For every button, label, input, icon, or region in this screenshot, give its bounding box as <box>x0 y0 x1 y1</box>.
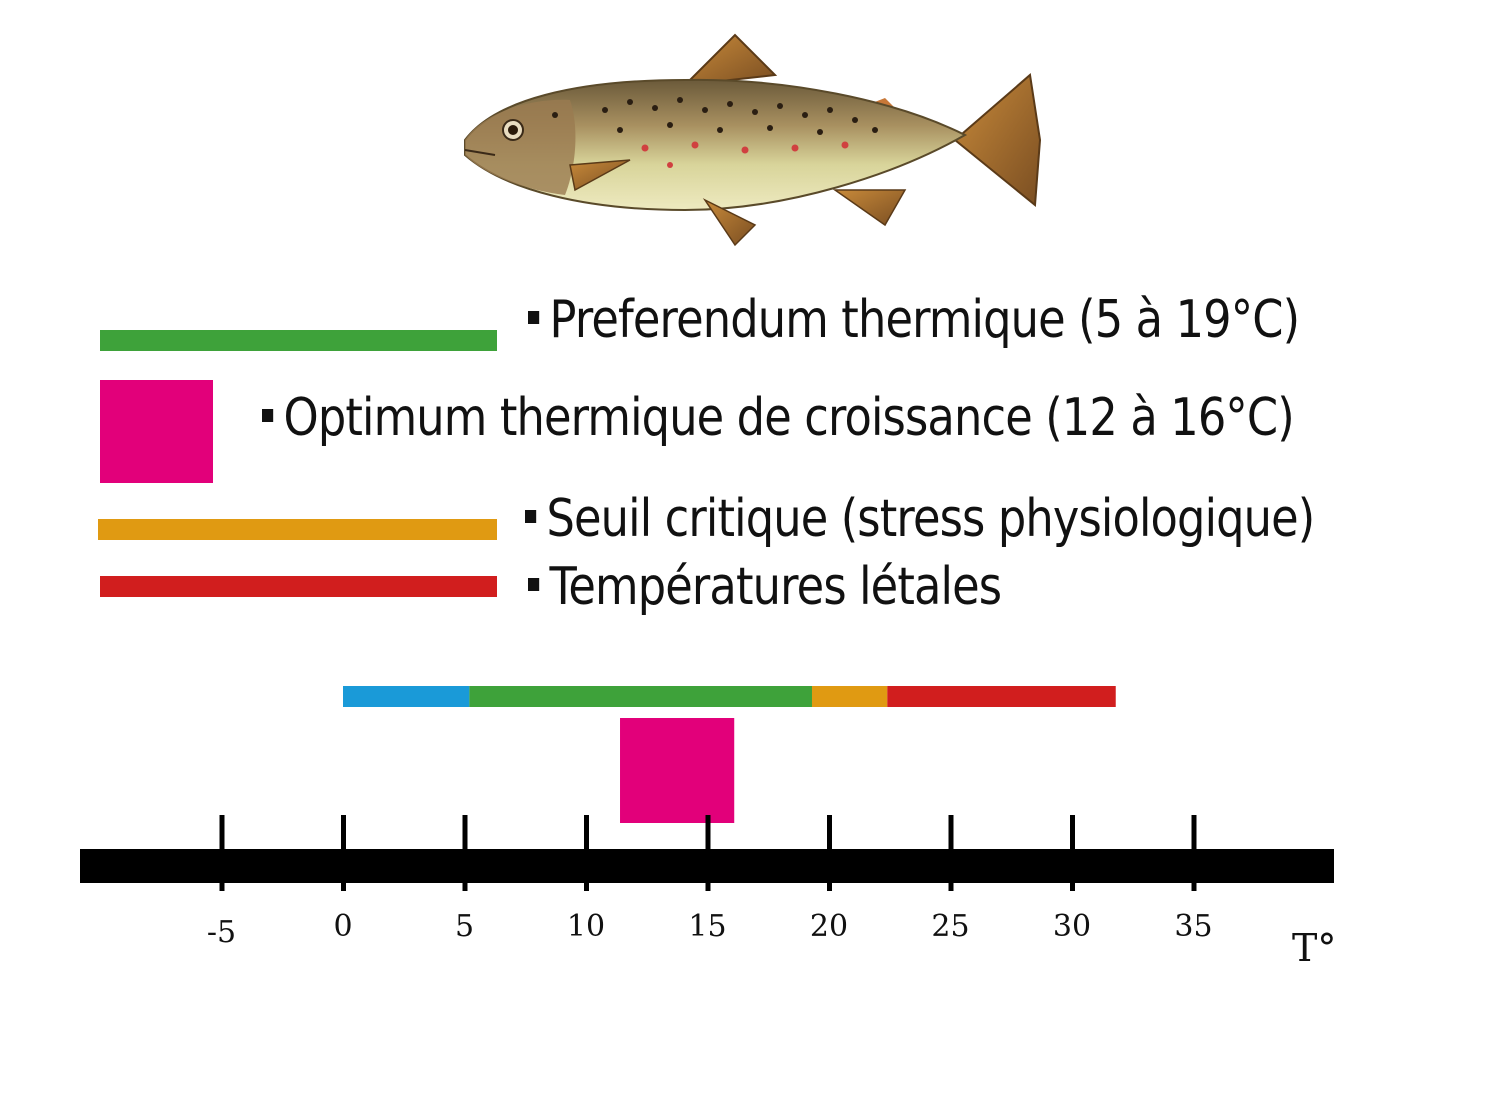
tick-label: 5 <box>455 909 474 944</box>
legend-swatch-preferendum <box>100 330 497 351</box>
range-bar-seuil <box>811 686 888 707</box>
legend-swatch-seuil <box>98 519 497 540</box>
tick-label: 20 <box>810 909 848 944</box>
axis-tick <box>1070 815 1075 891</box>
range-bar-letales <box>887 686 1116 707</box>
tick-label: 35 <box>1174 909 1212 944</box>
range-bar-preferendum <box>469 686 812 707</box>
axis-title: T° <box>1292 926 1337 970</box>
axis-tick <box>219 815 225 891</box>
trout-fish-icon <box>464 33 1042 247</box>
tick-label: 10 <box>567 909 605 944</box>
bullet-icon <box>525 509 537 523</box>
axis-tick <box>1191 815 1197 891</box>
legend-label: Seuil critique (stress physiologique) <box>546 489 1316 549</box>
tick-label: 30 <box>1053 909 1091 944</box>
bullet-icon <box>528 310 540 324</box>
legend-item-optimum: Optimum thermique de croissance (12 à 16… <box>262 392 1295 444</box>
axis-tick <box>705 815 711 891</box>
bullet-icon <box>262 408 274 422</box>
tick-label: 15 <box>688 909 726 944</box>
bullet-icon <box>528 577 540 591</box>
legend-item-letales: Températures létales <box>528 561 1002 613</box>
tick-label: 0 <box>333 909 352 944</box>
legend-label: Températures létales <box>549 557 1003 617</box>
legend-label: Preferendum thermique (5 à 19°C) <box>549 290 1301 350</box>
legend-item-preferendum: Preferendum thermique (5 à 19°C) <box>528 294 1300 346</box>
legend-label: Optimum thermique de croissance (12 à 16… <box>283 388 1295 448</box>
range-bar-cold <box>343 686 470 707</box>
optimum-block <box>620 718 735 823</box>
axis-tick <box>948 815 954 891</box>
tick-label: 25 <box>931 909 969 944</box>
legend-swatch-letales <box>100 576 497 597</box>
legend-swatch-optimum <box>100 380 213 483</box>
axis-tick <box>584 815 589 891</box>
temperature-scale: -5 0 5 10 15 20 25 30 35 <box>80 686 1334 950</box>
axis-tick <box>341 815 346 891</box>
legend-item-seuil: Seuil critique (stress physiologique) <box>525 493 1315 545</box>
axis-tick <box>462 815 468 891</box>
axis-tick <box>827 815 832 891</box>
tick-label: -5 <box>207 915 236 950</box>
